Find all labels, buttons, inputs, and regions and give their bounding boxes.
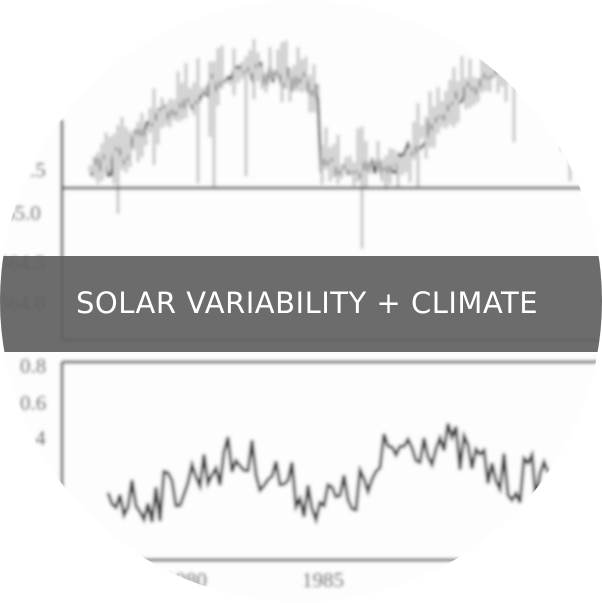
axis-label: 1985: [302, 568, 344, 592]
tile-label[interactable]: SOLAR VARIABILITY + CLIMATE: [76, 286, 539, 320]
axis-label: 1980: [165, 568, 207, 592]
axis-label: .4: [30, 426, 46, 450]
trace-lower: [106, 423, 550, 526]
label-band: [0, 256, 602, 352]
axis-label: .5: [30, 158, 46, 182]
axis-label: 0.6: [20, 391, 46, 415]
axis-label: 65.0: [4, 201, 41, 225]
axis-label: 0.8: [20, 354, 46, 378]
